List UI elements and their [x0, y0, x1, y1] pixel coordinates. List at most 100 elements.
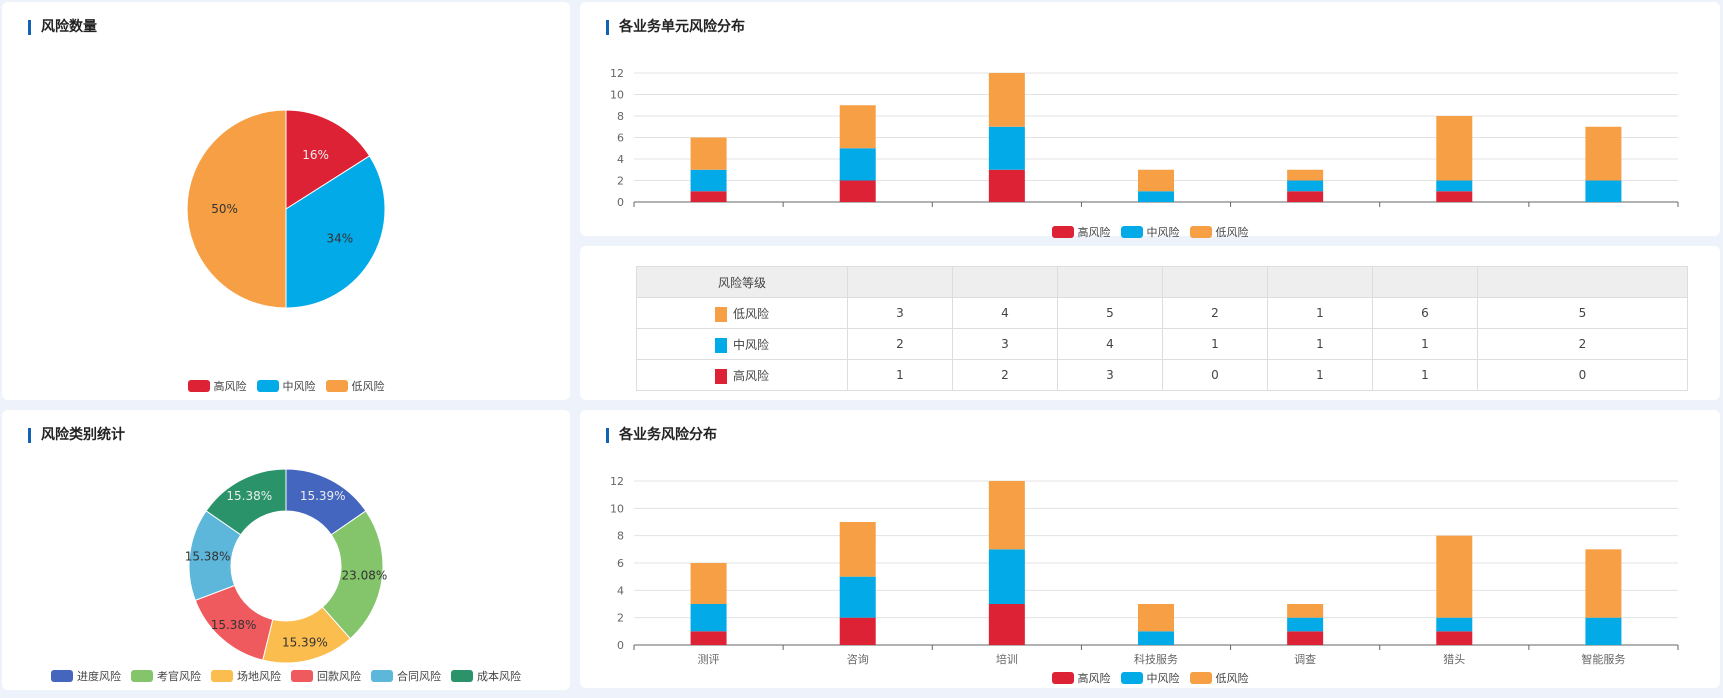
- bar-segment[interactable]: [988, 604, 1025, 645]
- legend-label: 进度风险: [77, 670, 121, 683]
- legend-label: 低风险: [351, 380, 385, 393]
- value-cell: 1: [1372, 359, 1478, 391]
- bar-segment[interactable]: [690, 169, 727, 192]
- table-row: 高风险 1 2 3 0 1 1 0: [636, 359, 1688, 391]
- legend-item[interactable]: 场地风险: [211, 668, 281, 684]
- column-header: [1057, 266, 1163, 298]
- bar-segment[interactable]: [1287, 604, 1324, 618]
- bar-segment[interactable]: [1287, 180, 1324, 192]
- y-tick-label: 0: [617, 196, 624, 209]
- legend-item[interactable]: 低风险: [1189, 670, 1249, 686]
- bar-segment[interactable]: [690, 137, 727, 170]
- bar-segment[interactable]: [839, 617, 876, 645]
- legend-item[interactable]: 高风险: [1051, 224, 1111, 240]
- value-cell: 3: [1057, 359, 1163, 391]
- bar-segment[interactable]: [988, 169, 1025, 202]
- value-cell: 2: [1162, 297, 1268, 329]
- value-cell: 6: [1372, 297, 1478, 329]
- legend-item[interactable]: 高风险: [187, 378, 247, 394]
- bar-segment[interactable]: [1138, 191, 1174, 202]
- legend-item[interactable]: 中风险: [1120, 224, 1180, 240]
- legend-item[interactable]: 高风险: [1051, 670, 1111, 686]
- column-header: [847, 266, 953, 298]
- bar-segment[interactable]: [1585, 549, 1622, 618]
- legend: 进度风险 考官风险 场地风险 回款风险 合同风险 成本风险: [2, 668, 570, 684]
- bar-segment[interactable]: [1287, 617, 1324, 632]
- legend-label: 成本风险: [477, 670, 521, 683]
- bar-segment[interactable]: [1436, 631, 1473, 645]
- risk-category-panel: 风险类别统计 15.39% 23.08% 15.39% 15.38% 15.38% 15.…: [2, 410, 570, 690]
- level-swatch: [714, 337, 727, 353]
- bar-segment[interactable]: [988, 73, 1025, 127]
- bar-segment[interactable]: [690, 563, 727, 604]
- legend-item[interactable]: 合同风险: [371, 668, 441, 684]
- bar-segment[interactable]: [1436, 535, 1473, 618]
- bar-segment[interactable]: [1436, 180, 1473, 192]
- bar-segment[interactable]: [1287, 631, 1324, 645]
- legend-item[interactable]: 中风险: [1120, 670, 1180, 686]
- bar-segment[interactable]: [690, 631, 727, 645]
- bar-segment[interactable]: [1585, 180, 1622, 203]
- bar-segment[interactable]: [1436, 617, 1473, 632]
- risk-level-cell: 低风险: [636, 297, 848, 329]
- bar-segment[interactable]: [690, 604, 727, 632]
- bar-segment[interactable]: [839, 522, 876, 577]
- value-cell: 1: [1372, 328, 1478, 360]
- value-cell: 0: [1162, 359, 1268, 391]
- panel-title: 风险数量: [28, 20, 97, 35]
- bar-segment[interactable]: [1138, 631, 1174, 645]
- level-label: 低风险: [732, 306, 769, 321]
- legend-item[interactable]: 中风险: [256, 378, 316, 394]
- legend-swatch: [131, 670, 153, 682]
- risk-count-pie: 16% 34% 50%: [186, 109, 386, 309]
- legend-item[interactable]: 考官风险: [131, 668, 201, 684]
- business-distribution-panel: 各业务风险分布 0 2 4 6 8 10 12 测评 咨询 培训 科技服务 调查 猎头 智能服务 高风险 中…: [580, 410, 1720, 688]
- legend-item[interactable]: 回款风险: [291, 668, 361, 684]
- legend-swatch: [211, 670, 233, 682]
- value-cell: 3: [847, 297, 953, 329]
- bar-segment[interactable]: [1585, 126, 1622, 181]
- slice-label: 23.08%: [342, 569, 388, 583]
- panel-title: 各业务风险分布: [606, 428, 717, 443]
- value-cell: 4: [1057, 328, 1163, 360]
- bar-segment[interactable]: [988, 549, 1025, 604]
- bar-segment[interactable]: [1138, 169, 1174, 192]
- bar-segment[interactable]: [1287, 191, 1324, 202]
- risk-table-panel: 风险等级 低风险 3 4 5 2 1 6 5 中风险 2 3 4 1 1 1 2 高风险 1 2 3 0 1 1 0: [580, 246, 1720, 400]
- legend-label: 低风险: [1215, 226, 1249, 239]
- bar-segment[interactable]: [690, 191, 727, 202]
- x-tick-label: 调查: [1294, 652, 1316, 666]
- legend: 高风险 中风险 低风险: [580, 670, 1720, 686]
- bar-segment[interactable]: [1436, 191, 1473, 202]
- pie-slice[interactable]: [205, 468, 287, 536]
- bar-segment[interactable]: [839, 148, 876, 181]
- bar-segment[interactable]: [839, 105, 876, 149]
- legend-item[interactable]: 低风险: [1189, 224, 1249, 240]
- bar-segment[interactable]: [988, 481, 1025, 550]
- pie-slice[interactable]: [285, 155, 386, 309]
- legend-label: 回款风险: [317, 670, 361, 683]
- legend-item[interactable]: 成本风险: [451, 668, 521, 684]
- y-tick-label: 2: [617, 612, 624, 625]
- pie-slice[interactable]: [186, 109, 287, 309]
- bar-segment[interactable]: [1436, 116, 1473, 181]
- slice-label: 15.39%: [300, 489, 346, 503]
- bar-segment[interactable]: [839, 576, 876, 618]
- pie-slice[interactable]: [321, 510, 384, 640]
- legend-item[interactable]: 低风险: [325, 378, 385, 394]
- level-label: 高风险: [732, 368, 769, 383]
- legend-label: 低风险: [1215, 672, 1249, 685]
- y-tick-label: 6: [617, 557, 624, 570]
- pie-slice[interactable]: [285, 109, 371, 210]
- bar-segment[interactable]: [1138, 604, 1174, 632]
- slice-label: 15.38%: [185, 549, 231, 563]
- bar-segment[interactable]: [1585, 617, 1622, 645]
- bar-segment[interactable]: [988, 126, 1025, 170]
- legend-item[interactable]: 进度风险: [51, 668, 121, 684]
- bar-segment[interactable]: [1287, 169, 1324, 181]
- value-cell: 0: [1477, 359, 1688, 391]
- value-cell: 5: [1057, 297, 1163, 329]
- bar-segment[interactable]: [839, 180, 876, 203]
- risk-count-panel: 风险数量 16% 34% 50% 高风险 中风险 低风险: [2, 2, 570, 400]
- legend-label: 合同风险: [397, 670, 441, 683]
